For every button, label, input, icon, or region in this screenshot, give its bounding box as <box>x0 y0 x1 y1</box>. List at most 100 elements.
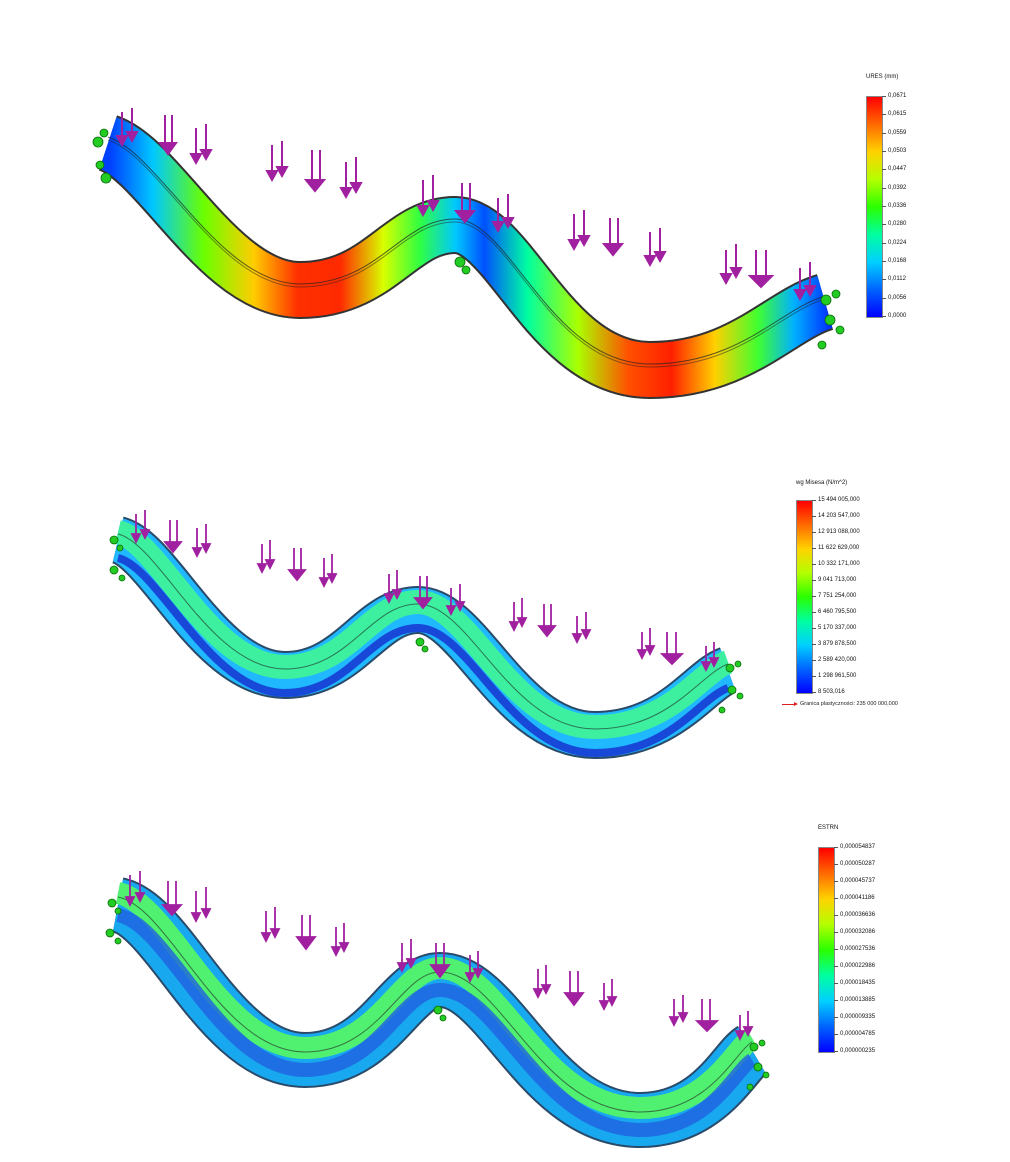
legend-tick <box>834 1034 838 1035</box>
fixture-right-icon <box>746 1039 770 1091</box>
legend-label: 0,0392 <box>888 184 907 191</box>
legend-tick <box>812 548 816 549</box>
legend-tick <box>834 1000 838 1001</box>
legend-label: 8 503,016 <box>818 689 845 695</box>
legend-label: 15 494 005,000 <box>818 497 860 503</box>
legend-tick <box>834 1051 838 1052</box>
strain-panel: ESTRN 0,000054837 0,000050287 0,000045737 0… <box>0 815 1010 1155</box>
legend-label: 9 041 713,000 <box>818 577 857 583</box>
legend-color-bar <box>796 500 813 694</box>
legend-von-mises: wg Misesa (N/m^2) 15 494 005,000 14 203 5… <box>782 478 996 718</box>
legend-tick <box>882 96 886 97</box>
legend-labels: 0,000054837 0,000050287 0,000045737 0,00004… <box>834 844 958 1054</box>
legend-label: 0,000009335 <box>840 1014 876 1020</box>
legend-title: URES (mm) <box>866 74 899 80</box>
beam-model-displacement <box>92 108 845 400</box>
legend-labels: 15 494 005,000 14 203 547,000 12 913 088,0… <box>812 497 936 695</box>
legend-label: 2 589 420,000 <box>818 657 857 663</box>
legend-tick <box>882 279 886 281</box>
legend-tick <box>812 564 816 565</box>
legend-tick <box>882 114 886 116</box>
fixture-left-icon <box>92 128 112 184</box>
legend-label: 14 203 547,000 <box>818 513 860 519</box>
legend-strain: ESTRN 0,000054837 0,000050287 0,000045737 0… <box>818 823 988 1068</box>
legend-label: 0,0280 <box>888 221 907 228</box>
legend-tick <box>882 242 886 244</box>
legend-tick <box>834 915 838 916</box>
legend-label: 0,0224 <box>888 239 907 246</box>
legend-label: 0,0056 <box>888 294 907 301</box>
legend-label: 0,0503 <box>888 148 907 154</box>
load-arrows-icon <box>124 871 754 1042</box>
legend-tick <box>834 932 838 933</box>
legend-tick <box>882 206 886 207</box>
legend-label: 0,000013885 <box>840 997 876 1003</box>
legend-title: ESTRN <box>818 825 839 831</box>
legend-tick <box>882 297 886 299</box>
legend-label: 0,000050287 <box>840 861 876 867</box>
legend-tick <box>812 644 816 645</box>
legend-color-bar <box>818 847 835 1053</box>
legend-tick <box>812 612 816 613</box>
yield-strength-note: Granica plastyczności: 235 000 000,000 <box>800 701 898 707</box>
legend-label: 0,0168 <box>888 258 907 264</box>
legend-label: 0,000022986 <box>840 963 876 969</box>
legend-label: 0,000000235 <box>840 1048 876 1054</box>
legend-tick <box>882 224 886 226</box>
displacement-panel: URES (mm) 0,0671 0,0615 0,0559 0,0503 0,0447… <box>0 0 1010 400</box>
legend-label: 0,0447 <box>888 166 907 173</box>
fixture-right-icon <box>817 289 845 350</box>
legend-label: 0,000032086 <box>840 929 876 935</box>
legend-labels: 0,0671 0,0615 0,0559 0,0503 0,0447 0,0392 0,03… <box>882 93 986 319</box>
legend-label: 0,000027536 <box>840 946 876 952</box>
load-arrows-icon <box>115 108 817 302</box>
legend-tick <box>882 187 886 189</box>
legend-label: 10 332 171,000 <box>818 561 860 567</box>
legend-title: wg Misesa (N/m^2) <box>796 480 848 486</box>
legend-label: 0,000041186 <box>840 895 875 901</box>
fixture-right-icon <box>718 660 744 714</box>
legend-label: 6 460 795,500 <box>818 609 857 615</box>
legend-tick <box>812 676 816 677</box>
legend-tick <box>834 949 838 950</box>
legend-tick <box>882 261 886 262</box>
beam-model-strain <box>105 871 770 1149</box>
von-mises-panel: wg Misesa (N/m^2) 15 494 005,000 14 203 5… <box>0 470 1010 770</box>
legend-label: 0,0000 <box>888 313 907 319</box>
legend-label: 3 879 878,500 <box>818 641 857 647</box>
legend-label: 11 622 629,000 <box>818 545 860 551</box>
legend-tick <box>812 628 816 629</box>
load-arrows-icon <box>130 510 720 673</box>
legend-label: 0,000036636 <box>840 912 876 918</box>
legend-label: 0,0615 <box>888 111 907 118</box>
legend-tick <box>812 532 816 533</box>
legend-tick <box>812 596 816 597</box>
beam-model-von-mises <box>109 510 744 760</box>
legend-label: 0,0559 <box>888 129 907 136</box>
fixture-left-icon <box>109 535 126 582</box>
legend-label: 7 751 254,000 <box>818 593 857 599</box>
legend-tick <box>834 1017 838 1018</box>
legend-tick <box>812 516 816 517</box>
fixture-left-icon <box>105 898 122 945</box>
legend-tick <box>882 316 886 317</box>
legend-label: 0,000045737 <box>840 878 876 884</box>
fixture-middle-icon <box>433 1005 447 1022</box>
legend-tick <box>882 151 886 152</box>
legend-tick <box>834 847 838 848</box>
legend-label: 0,000004785 <box>840 1031 876 1037</box>
legend-tick <box>812 500 816 501</box>
legend-tick <box>834 966 838 967</box>
legend-label: 0,0671 <box>888 93 907 99</box>
legend-tick <box>812 692 816 693</box>
fixture-middle-icon <box>415 637 429 653</box>
legend-tick <box>834 864 838 865</box>
legend-tick <box>834 881 838 882</box>
legend-tick <box>834 898 838 899</box>
legend-label: 1 298 961,500 <box>818 673 857 679</box>
legend-color-bar <box>866 96 883 318</box>
legend-tick <box>834 983 838 984</box>
legend-label: 0,0112 <box>888 276 906 283</box>
legend-displacement: URES (mm) 0,0671 0,0615 0,0559 0,0503 0,0447… <box>866 72 996 332</box>
legend-tick <box>882 132 886 134</box>
